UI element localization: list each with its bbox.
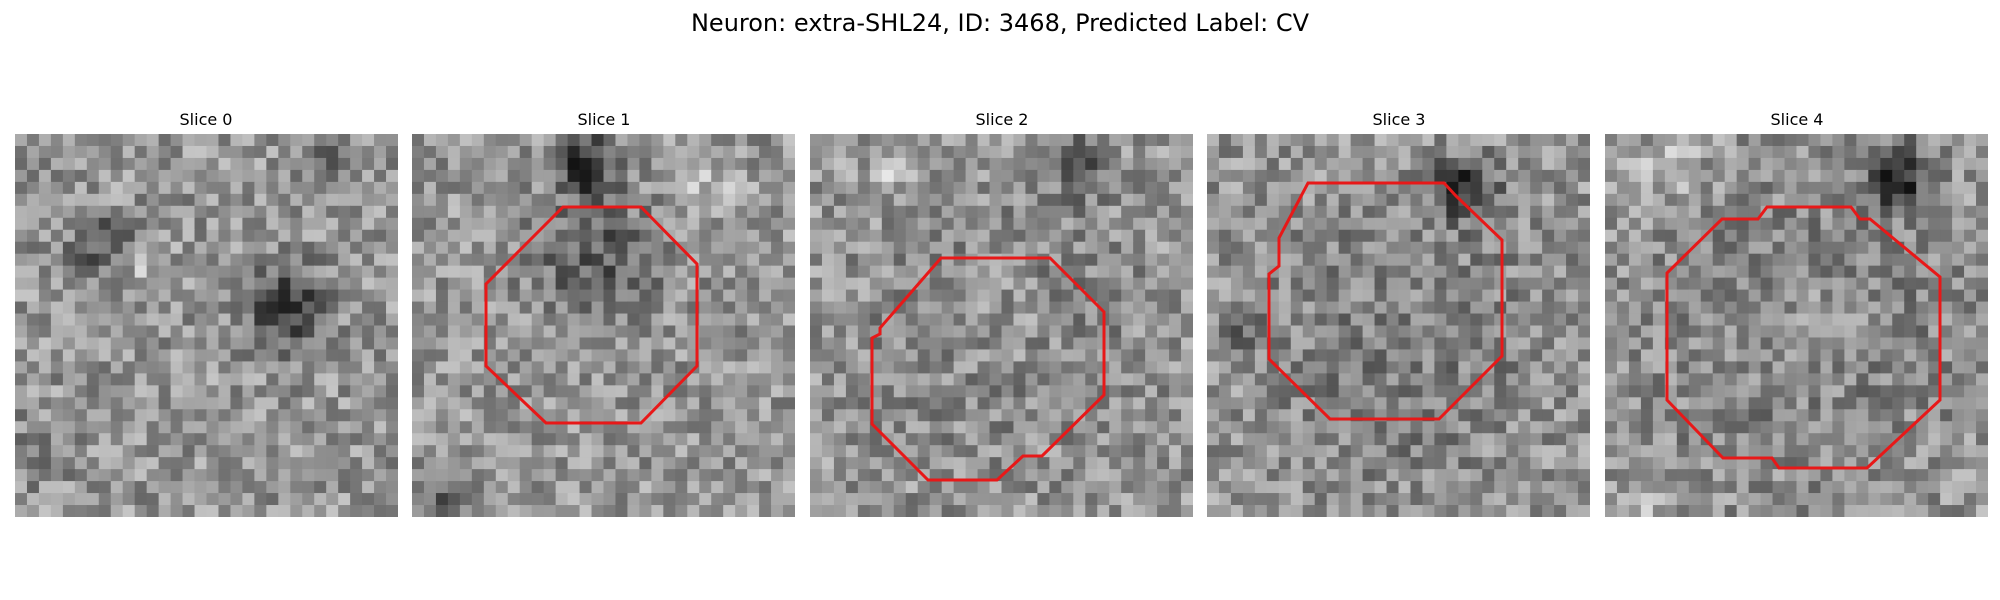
slice-0-canvas	[15, 134, 398, 517]
panel-title-slice-0: Slice 0	[179, 110, 233, 129]
slice-2-pixels	[810, 134, 1193, 517]
slice-1-image	[412, 134, 795, 517]
slice-1-outline	[484, 205, 699, 425]
slice-1-canvas	[412, 134, 795, 517]
slice-2-outline	[870, 256, 1106, 482]
slice-3-canvas	[1207, 134, 1590, 517]
slice-3-image	[1207, 134, 1590, 517]
figure-title: Neuron: extra-SHL24, ID: 3468, Predicted…	[690, 9, 1310, 37]
slice-4-outline	[1665, 205, 1942, 470]
slice-3-outline	[1267, 181, 1504, 421]
slice-0-pixels	[15, 134, 398, 517]
slice-2-image	[810, 134, 1193, 517]
slice-4-image	[1605, 134, 1988, 517]
slice-4-pixels	[1605, 134, 1988, 517]
panel-title-slice-3: Slice 3	[1372, 110, 1426, 129]
slice-0-image	[15, 134, 398, 517]
panel-title-slice-1: Slice 1	[577, 110, 631, 129]
slice-2-canvas	[810, 134, 1193, 517]
slice-3-pixels	[1207, 134, 1590, 517]
panel-title-slice-4: Slice 4	[1770, 110, 1824, 129]
slice-4-canvas	[1605, 134, 1988, 517]
panel-title-slice-2: Slice 2	[975, 110, 1029, 129]
slice-1-pixels	[412, 134, 795, 517]
